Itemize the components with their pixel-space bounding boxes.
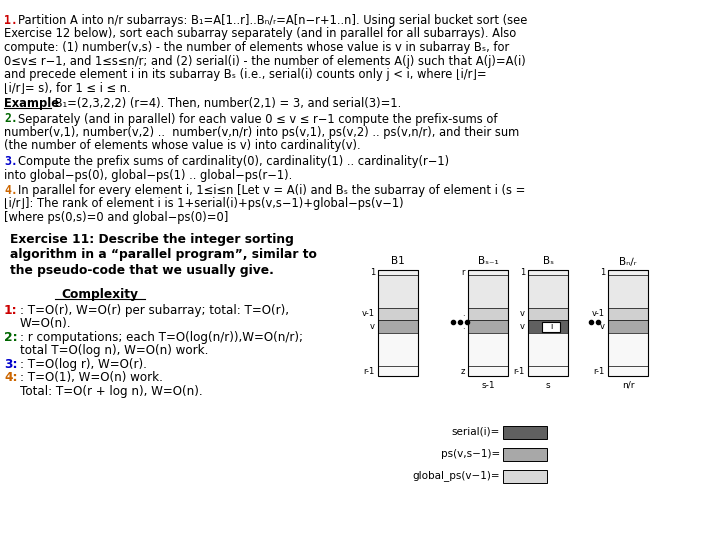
Text: r-1: r-1 <box>514 367 525 375</box>
Text: v-1: v-1 <box>592 309 605 319</box>
Bar <box>608 320 648 333</box>
Text: algorithm in a “parallel program”, similar to: algorithm in a “parallel program”, simil… <box>10 248 317 261</box>
Text: total T=O(log n), W=O(n) work.: total T=O(log n), W=O(n) work. <box>20 345 208 357</box>
Text: 0≤v≤ r−1, and 1≤s≤n/r; and (2) serial(i) - the number of elements A(j) such that: 0≤v≤ r−1, and 1≤s≤n/r; and (2) serial(i)… <box>4 55 526 68</box>
Text: v: v <box>370 322 375 331</box>
Text: (the number of elements whose value is v) into cardinality(v).: (the number of elements whose value is v… <box>4 139 361 152</box>
Text: global_ps(v−1)=: global_ps(v−1)= <box>413 470 500 482</box>
Text: and precede element i in its subarray Bₛ (i.e., serial(i) counts only j < i, whe: and precede element i in its subarray Bₛ… <box>4 68 487 81</box>
Bar <box>503 448 547 461</box>
Text: the pseudo-code that we usually give.: the pseudo-code that we usually give. <box>10 265 274 278</box>
Bar <box>608 275 648 308</box>
Text: Separately (and in parallel) for each value 0 ≤ v ≤ r−1 compute the prefix-sums : Separately (and in parallel) for each va… <box>18 112 498 125</box>
Text: v: v <box>600 322 605 331</box>
Text: : r computations; each T=O(log(n/r)),W=O(n/r);: : r computations; each T=O(log(n/r)),W=O… <box>20 331 303 344</box>
Bar <box>378 275 418 308</box>
Text: .: . <box>462 322 465 331</box>
Text: W=O(n).: W=O(n). <box>20 318 71 330</box>
Bar <box>468 270 508 275</box>
Text: : T=O(r), W=O(r) per subarray; total: T=O(r),: : T=O(r), W=O(r) per subarray; total: T=… <box>20 304 289 317</box>
Text: v: v <box>520 309 525 319</box>
Text: serial(i)=: serial(i)= <box>451 427 500 437</box>
Text: B₁=(2,3,2,2) (r=4). Then, number(2,1) = 3, and serial(3)=1.: B₁=(2,3,2,2) (r=4). Then, number(2,1) = … <box>51 97 401 110</box>
Text: Example: Example <box>4 97 59 110</box>
Bar <box>608 366 648 376</box>
Text: Exercise 11: Describe the integer sorting: Exercise 11: Describe the integer sortin… <box>10 233 294 246</box>
Bar <box>378 320 418 333</box>
Text: n/r: n/r <box>622 381 634 390</box>
Text: z: z <box>461 367 465 375</box>
Text: 4:: 4: <box>4 372 17 384</box>
Text: : T=O(log r), W=O(r).: : T=O(log r), W=O(r). <box>20 358 147 371</box>
Text: s: s <box>546 381 550 390</box>
Text: 1.: 1. <box>4 14 18 27</box>
Text: 4.: 4. <box>4 184 18 197</box>
Text: Compute the prefix sums of cardinality(0), cardinality(1) .. cardinality(r−1): Compute the prefix sums of cardinality(0… <box>18 155 449 168</box>
Text: r-1: r-1 <box>594 367 605 375</box>
Bar <box>528 320 568 333</box>
Text: In parallel for every element i, 1≤i≤n [Let v = A(i) and Bₛ the subarray of elem: In parallel for every element i, 1≤i≤n [… <box>18 184 526 197</box>
Text: 1:: 1: <box>4 304 17 317</box>
Text: r-1: r-1 <box>364 367 375 375</box>
Bar <box>378 333 418 366</box>
Text: ps(v,s−1)=: ps(v,s−1)= <box>441 449 500 459</box>
Bar <box>468 270 508 376</box>
Bar <box>378 270 418 376</box>
Text: Total: T=O(r + log n), W=O(n).: Total: T=O(r + log n), W=O(n). <box>20 385 202 398</box>
Bar <box>528 366 568 376</box>
Text: Bₛ: Bₛ <box>542 256 554 266</box>
Text: : T=O(1), W=O(n) work.: : T=O(1), W=O(n) work. <box>20 372 163 384</box>
Bar <box>608 308 648 320</box>
Text: [where ps(0,s)=0 and global−ps(0)=0]: [where ps(0,s)=0 and global−ps(0)=0] <box>4 211 228 224</box>
Bar <box>542 321 560 332</box>
Text: v: v <box>520 322 525 331</box>
Text: i: i <box>550 322 552 331</box>
Text: 1: 1 <box>370 268 375 277</box>
Bar <box>528 333 568 366</box>
Text: ⌊i/r⌋= s), for 1 ≤ i ≤ n.: ⌊i/r⌋= s), for 1 ≤ i ≤ n. <box>4 82 130 94</box>
Text: s-1: s-1 <box>481 381 495 390</box>
Text: compute: (1) number(v,s) - the number of elements whose value is v in subarray B: compute: (1) number(v,s) - the number of… <box>4 41 509 54</box>
Text: .: . <box>462 309 465 319</box>
Text: 2:: 2: <box>4 331 17 344</box>
Bar <box>468 366 508 376</box>
Bar <box>503 470 547 483</box>
Text: 2.: 2. <box>4 112 18 125</box>
Text: B1: B1 <box>391 256 405 266</box>
Bar <box>608 270 648 275</box>
Bar <box>468 333 508 366</box>
Text: 1: 1 <box>520 268 525 277</box>
Bar <box>608 270 648 376</box>
Bar <box>528 308 568 320</box>
Bar <box>378 308 418 320</box>
Text: v-1: v-1 <box>362 309 375 319</box>
Bar <box>503 426 547 439</box>
Bar <box>378 270 418 275</box>
Bar <box>528 270 568 275</box>
Text: Partition A into n/r subarrays: B₁=A[1..r]..Bₙ∕ᵣ=A[n−r+1..n]. Using serial bucke: Partition A into n/r subarrays: B₁=A[1..… <box>18 14 527 27</box>
Text: Complexity: Complexity <box>61 288 138 301</box>
Bar <box>378 366 418 376</box>
Text: 3.: 3. <box>4 155 18 168</box>
Text: r: r <box>462 268 465 277</box>
Bar <box>528 270 568 376</box>
Text: into global−ps(0), global−ps(1) .. global−ps(r−1).: into global−ps(0), global−ps(1) .. globa… <box>4 168 292 181</box>
Text: 3:: 3: <box>4 358 17 371</box>
Text: Bₛ₋₁: Bₛ₋₁ <box>477 256 498 266</box>
Bar <box>468 308 508 320</box>
Bar <box>608 333 648 366</box>
Bar <box>468 275 508 308</box>
Text: number(v,1), number(v,2) ..  number(v,n/r) into ps(v,1), ps(v,2) .. ps(v,n/r), a: number(v,1), number(v,2) .. number(v,n/r… <box>4 126 519 139</box>
Text: Bₙ∕ᵣ: Bₙ∕ᵣ <box>619 256 636 266</box>
Text: Exercise 12 below), sort each subarray separately (and in parallel for all subar: Exercise 12 below), sort each subarray s… <box>4 28 516 40</box>
Bar <box>528 275 568 308</box>
Text: ⌊i/r⌋]: The rank of element i is 1+serial(i)+ps(v,s−1)+global−ps(v−1): ⌊i/r⌋]: The rank of element i is 1+seria… <box>4 198 404 211</box>
Bar <box>468 320 508 333</box>
Text: 1: 1 <box>600 268 605 277</box>
